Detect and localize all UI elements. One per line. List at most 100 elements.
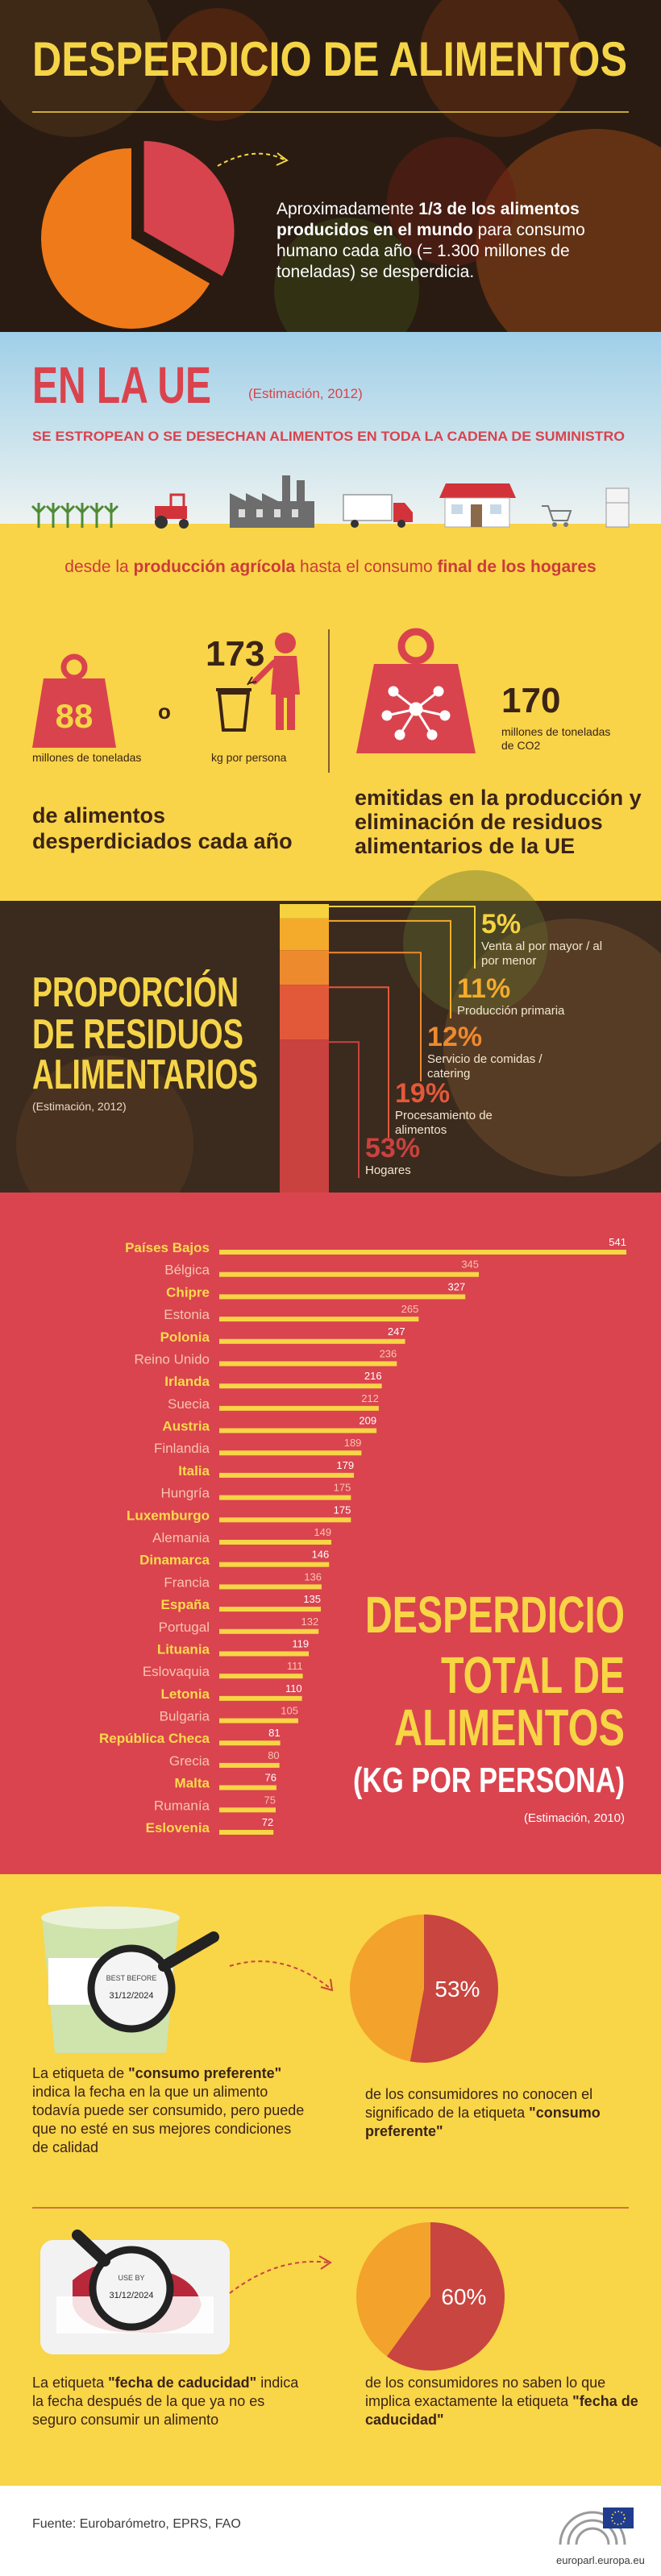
proportion-title: ALIMENTARIOS	[32, 1052, 258, 1098]
category-label: Luxemburgo	[127, 1508, 210, 1523]
supply-chain-icons-part	[542, 505, 572, 521]
best-before-tag: BEST BEFORE	[106, 1974, 157, 1982]
category-label: Grecia	[169, 1753, 210, 1769]
category-label: Reino Unido	[134, 1351, 210, 1367]
co2-summary: emitidas en la producción y eliminación …	[355, 786, 642, 858]
per-person-label: kg por persona	[211, 751, 287, 764]
yogurt-icon	[41, 1906, 219, 2053]
best-before-pie-text: de los consumidores no conocen el signif…	[365, 2085, 639, 2141]
value-label: 216	[364, 1370, 382, 1382]
use-by-icon-part	[72, 2230, 110, 2267]
category-label: España	[161, 1597, 210, 1612]
co2-weight-icon-part-part	[409, 702, 423, 716]
supply-chain-icons-part	[563, 522, 568, 527]
proportion-title: PROPORCIÓN	[32, 969, 239, 1016]
proportion-subtitle: (Estimación, 2012)	[32, 1100, 127, 1113]
co2-weight-icon	[356, 628, 476, 753]
bar	[219, 1405, 379, 1411]
bar	[219, 1628, 319, 1634]
header-background-part	[387, 137, 516, 266]
supply-chain-icons-part	[155, 506, 187, 519]
value-label: 345	[461, 1259, 479, 1271]
use-by-icon	[40, 2230, 230, 2354]
bar	[219, 1472, 355, 1478]
bar	[219, 1651, 310, 1657]
chain-text: desde la producción agrícola hasta el co…	[16, 558, 645, 577]
source: Fuente: Eurobarómetro, EPRS, FAO	[32, 2517, 241, 2531]
category-label: Malta	[175, 1776, 210, 1791]
bar	[219, 1740, 281, 1746]
segment-value-label: 19%	[395, 1078, 451, 1109]
bar	[219, 1785, 276, 1790]
bold-text: producción agrícola	[133, 558, 296, 576]
per-person-value: 173	[206, 634, 264, 674]
co2-weight-icon-part	[397, 628, 434, 665]
value-label: 327	[448, 1280, 466, 1292]
value-label: 80	[268, 1749, 279, 1761]
header-background-part	[419, 0, 580, 137]
category-label: Bélgica	[164, 1263, 210, 1278]
bar	[219, 1428, 377, 1433]
dashed-arrow	[229, 1960, 331, 1989]
europarl-logo-part	[603, 2508, 634, 2528]
supply-chain-icons-part	[451, 504, 463, 514]
use-by-pie-text: de los consumidores no saben lo que impl…	[365, 2374, 639, 2429]
tonnes-value: 88	[56, 697, 94, 735]
bold-text: "consumo preferente"	[128, 2065, 282, 2081]
category-label: Suecia	[168, 1396, 210, 1412]
weight-icon	[32, 653, 116, 748]
use-by-text: La etiqueta "fecha de caducidad" indica …	[32, 2374, 306, 2429]
person-icon-part	[252, 659, 277, 685]
use-by-date: 31/12/2024	[109, 2291, 153, 2300]
value-label: 136	[304, 1570, 322, 1583]
bar	[219, 1562, 330, 1567]
supply-chain-icons-part	[292, 509, 298, 517]
supply-chain-icons-part	[605, 487, 630, 528]
eu-subtitle: SE ESTROPEAN O SE DESECHAN ALIMENTOS EN …	[32, 429, 625, 444]
text: La etiqueta de	[32, 2065, 129, 2081]
co2-weight-icon-part-part	[394, 729, 405, 740]
bold-text: 1/3 de los alimentos producidos en el mu…	[276, 200, 580, 239]
header-background-part	[0, 0, 161, 137]
category-label: Polonia	[160, 1329, 210, 1345]
supply-chain-icons-part	[397, 520, 405, 528]
category-label: República Checa	[99, 1731, 210, 1746]
co2-label: millones de toneladas de CO2	[501, 725, 611, 752]
text: indica la fecha después de la que ya no …	[32, 2375, 299, 2428]
supply-chain-icons-part	[256, 509, 263, 517]
text: hasta el consumo	[295, 558, 438, 576]
segment-connector	[329, 919, 451, 1018]
category-label: Bulgaria	[160, 1709, 210, 1724]
total-title: ALIMENTOS	[394, 1699, 625, 1757]
category-label: Italia	[178, 1463, 210, 1479]
sky-background	[0, 332, 661, 525]
person-icon-part	[275, 633, 296, 653]
supply-chain-icons-part	[351, 520, 359, 528]
category-label: Finlandia	[154, 1441, 210, 1456]
chart-layer: Países Bajos 541 Bélgica 345 Chipre 327 Estoni…	[40, 140, 626, 2371]
stack-segment	[280, 950, 329, 985]
value-label: 265	[401, 1303, 419, 1315]
tonnes-label: millones de toneladas	[32, 751, 142, 764]
yogurt-icon-part	[41, 1906, 180, 1929]
segment-name: Producción primaria	[457, 1004, 565, 1018]
best-before-date: 31/12/2024	[109, 1991, 153, 2001]
co2-weight-icon-part-part	[381, 710, 393, 721]
stack-segment	[280, 904, 329, 919]
europarl-logo-part	[611, 2511, 626, 2525]
stack-segment	[280, 1039, 329, 1193]
pie-slice	[386, 2222, 505, 2371]
supply-chain-icons-part	[282, 475, 290, 501]
supply-chain-icons-part-part	[31, 504, 119, 515]
site: europarl.europa.eu	[556, 2554, 645, 2566]
pie-rest	[350, 1914, 424, 2062]
europarl-logo-part	[559, 2511, 626, 2545]
bar	[219, 1762, 280, 1768]
eu-title: EN LA UE	[32, 356, 211, 414]
segment-value-label: 11%	[457, 973, 511, 1004]
segment-connector	[329, 952, 422, 1081]
bold-text: "fecha de caducidad"	[365, 2393, 638, 2428]
value-label: 209	[359, 1415, 376, 1427]
